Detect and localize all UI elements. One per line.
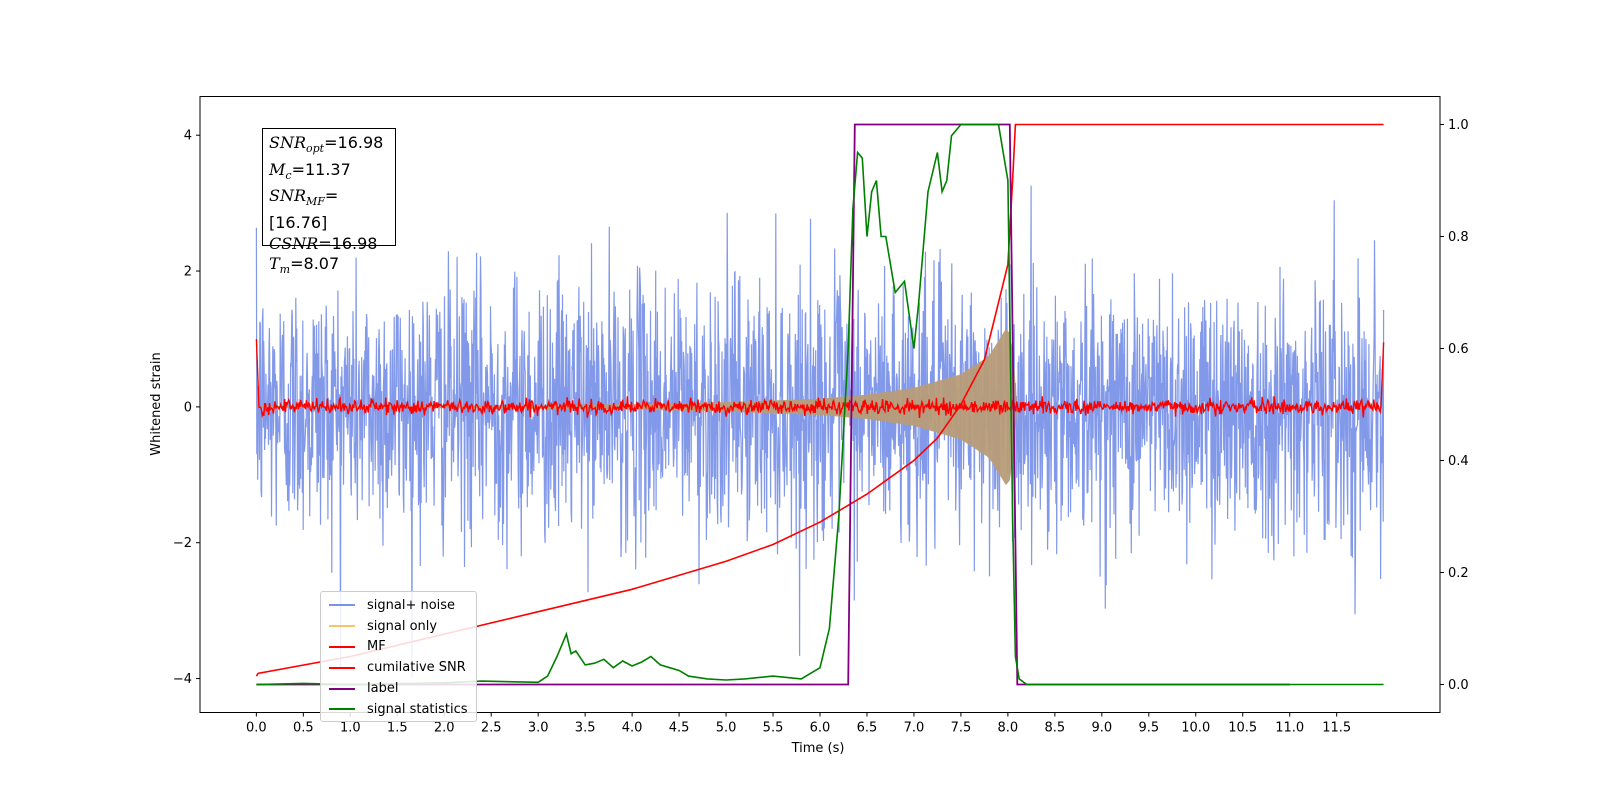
x-tick-label: 3.5	[575, 721, 596, 736]
legend-swatch	[329, 687, 355, 690]
y2-tick-label: 0.4	[1448, 454, 1469, 469]
y2-tick-label: 0.6	[1448, 342, 1469, 357]
legend: signal+ noise signal only MF cumilative …	[320, 591, 477, 722]
y2-tick-label: 0.8	[1448, 230, 1469, 245]
x-tick-label: 0.5	[293, 721, 314, 736]
legend-label: MF	[367, 639, 386, 655]
legend-label: label	[367, 681, 399, 697]
stats-annotation-box: SNRopt=16.98 Mc=11.37 SNRMF=[16.76] CSNR…	[262, 128, 396, 276]
x-tick-label: 8.5	[1045, 721, 1066, 736]
x-tick-label: 11.0	[1275, 721, 1304, 736]
x-tick-label: 10.5	[1228, 721, 1257, 736]
y2-tick-label: 0.0	[1448, 678, 1469, 693]
y-tick-label: 2	[184, 265, 192, 280]
x-tick-label: 9.0	[1091, 721, 1112, 736]
x-tick-label: 6.5	[857, 721, 878, 736]
legend-swatch	[329, 604, 355, 607]
x-tick-label: 7.0	[904, 721, 925, 736]
y-tick-label: −2	[173, 536, 192, 551]
legend-item-signal-only: signal only	[329, 616, 476, 637]
y-axis-right: 1.0 0.8 0.6 0.4 0.2 0.0	[1440, 118, 1469, 693]
x-tick-label: 2.5	[481, 721, 502, 736]
x-axis-label: Time (s)	[791, 741, 845, 756]
x-tick-label: 8.0	[998, 721, 1019, 736]
y-tick-label: 0	[184, 400, 192, 415]
x-tick-label: 10.0	[1181, 721, 1210, 736]
stats-line-snr-mf: SNRMF=[16.76]	[269, 186, 339, 233]
legend-swatch	[329, 645, 355, 648]
stats-line-csnr: CSNR=16.98	[269, 233, 378, 253]
y2-tick-label: 1.0	[1448, 118, 1469, 133]
y-tick-label: −4	[173, 672, 192, 687]
legend-label: cumilative SNR	[367, 660, 466, 676]
y-axis-label: Whitened strain	[149, 352, 164, 455]
legend-item-signal-noise: signal+ noise	[329, 595, 476, 616]
x-tick-label: 1.0	[340, 721, 361, 736]
x-tick-label: 7.5	[951, 721, 972, 736]
series-signal-statistics	[256, 123, 1384, 686]
series-signal-noise	[255, 185, 1385, 678]
legend-label: signal+ noise	[367, 597, 456, 613]
stats-line-snr-opt: SNRopt=16.98	[269, 133, 384, 156]
x-tick-label: 5.5	[763, 721, 784, 736]
legend-label: signal statistics	[367, 701, 468, 717]
legend-item-signal-statistics: signal statistics	[329, 699, 476, 720]
legend-swatch	[329, 666, 355, 669]
legend-swatch	[329, 708, 355, 711]
x-tick-label: 4.0	[622, 721, 643, 736]
y2-tick-label: 0.2	[1448, 566, 1469, 581]
x-tick-label: 0.0	[246, 721, 267, 736]
x-tick-label: 3.0	[528, 721, 549, 736]
legend-item-label: label	[329, 678, 476, 699]
legend-item-cumulative-snr: cumilative SNR	[329, 657, 476, 678]
x-tick-label: 1.5	[387, 721, 408, 736]
legend-item-mf: MF	[329, 637, 476, 658]
x-tick-label: 9.5	[1138, 721, 1159, 736]
stats-line-mc: Mc=11.37	[269, 159, 351, 182]
x-axis: 0.0 0.5 1.0 1.5 2.0 2.5 3.0 3.5 4.0 4.5 5.0 5.5 6.0 6…	[246, 712, 1351, 736]
y-axis-left: 4 2 0 −2 −4	[173, 129, 200, 687]
series-mf	[255, 338, 1385, 419]
x-tick-label: 6.0	[810, 721, 831, 736]
legend-swatch	[329, 625, 355, 628]
legend-label: signal only	[367, 618, 438, 634]
stats-line-tm: Tm=8.07	[269, 254, 340, 277]
x-tick-label: 4.5	[669, 721, 690, 736]
x-tick-label: 11.5	[1322, 721, 1351, 736]
x-tick-label: 5.0	[716, 721, 737, 736]
y-tick-label: 4	[184, 129, 192, 144]
x-tick-label: 2.0	[434, 721, 455, 736]
